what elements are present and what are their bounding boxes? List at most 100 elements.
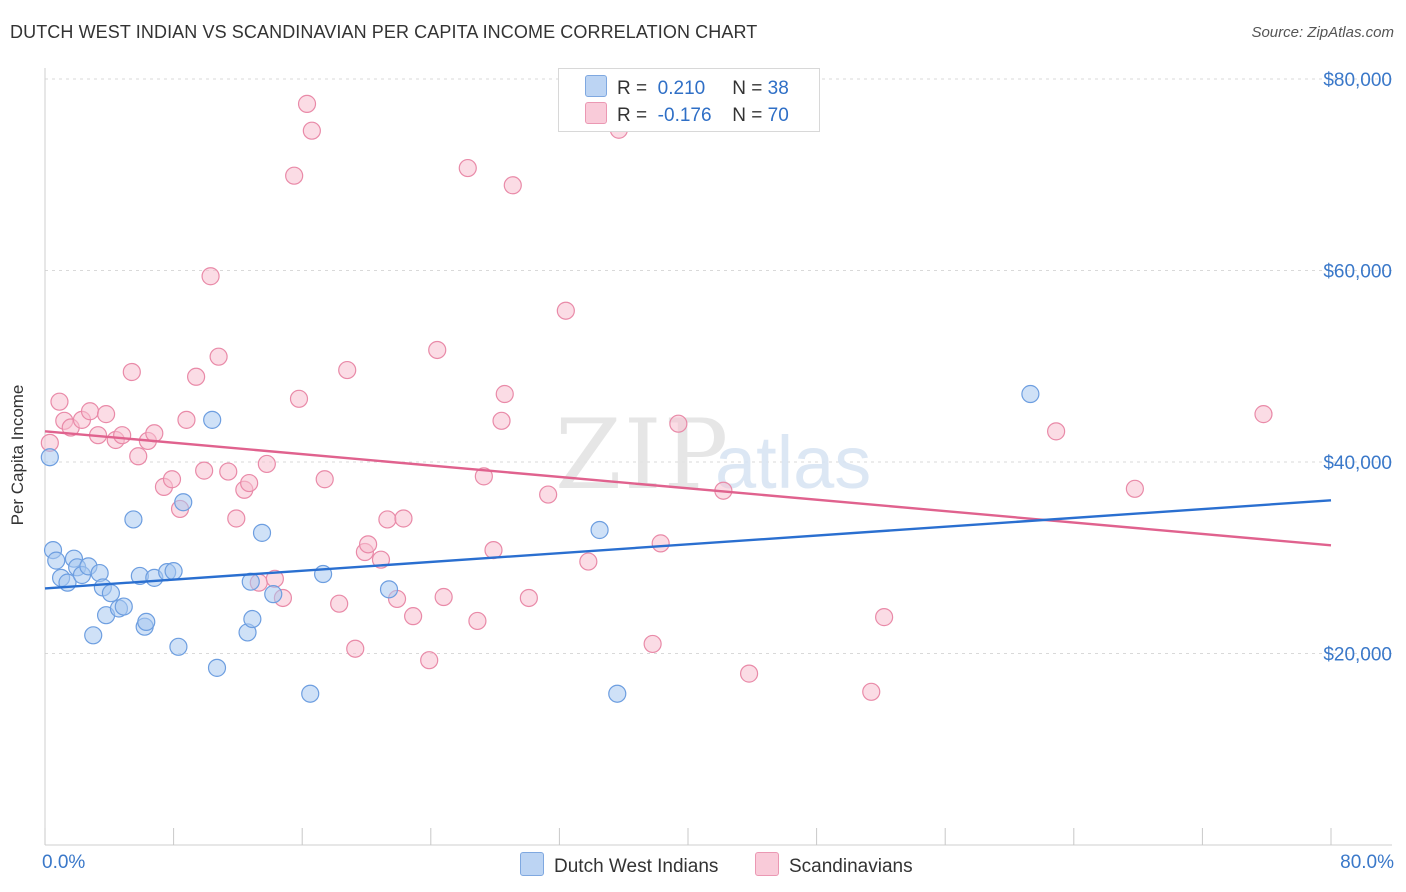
dutch-west-indians-point	[203, 410, 222, 429]
scandinavians-point	[539, 485, 558, 504]
scandinavians-point	[556, 301, 575, 320]
scandinavians-point	[1047, 422, 1066, 441]
dutch-west-indians-point	[164, 562, 183, 581]
scandinavians-point	[122, 362, 141, 382]
legend-r-value: -0.176	[657, 105, 712, 126]
dutch-west-indians-point	[84, 626, 103, 645]
legend-swatch-pink	[585, 102, 607, 124]
dutch-west-indians-point	[169, 637, 188, 656]
chart-title: DUTCH WEST INDIAN VS SCANDINAVIAN PER CA…	[10, 22, 758, 42]
dutch-west-indians-point	[590, 520, 609, 540]
legend-n-label: N =	[732, 105, 763, 126]
correlation-legend: R = 0.210 N = 38 R = -0.176 N = 70	[558, 68, 820, 132]
scandinavians-point	[495, 384, 514, 404]
bottom-legend-label: Dutch West Indians	[554, 856, 719, 877]
scandinavians-point	[359, 535, 378, 554]
watermark-zip: ZIP	[555, 399, 730, 511]
scandinavians-point	[297, 94, 317, 113]
dutch-west-indians-point	[114, 597, 133, 616]
scandinavians-point	[129, 447, 148, 466]
y-tick-label: $60,000	[1323, 262, 1392, 283]
scandinavians-point	[240, 473, 259, 493]
x-tick-label-min: 0.0%	[42, 852, 86, 873]
scandinavians-point	[346, 639, 365, 658]
scandinavians-point	[519, 588, 538, 608]
watermark: ZIP atlas	[555, 399, 871, 511]
scandinavians-point	[579, 552, 598, 571]
dutch-west-indians-point	[379, 580, 399, 599]
scandinavians-point	[420, 651, 439, 670]
dutch-west-indians-point	[101, 584, 121, 603]
y-tick-label: $20,000	[1323, 645, 1392, 666]
x-tick-label-max: 80.0%	[1340, 852, 1394, 873]
scandinavians-point	[458, 158, 477, 178]
chart-source: Source: ZipAtlas.com	[1251, 24, 1394, 41]
legend-n-value: 38	[767, 78, 789, 99]
legend-r-label: R =	[617, 78, 648, 99]
legend-row-dutch-west-indians: R = 0.210 N = 38	[585, 75, 789, 99]
bottom-legend-item-scandinavians: Scandinavians	[755, 852, 913, 877]
dutch-west-indians-point	[174, 493, 193, 512]
scandinavians-point	[862, 682, 881, 701]
scandinavians-point	[201, 267, 220, 286]
bottom-legend-swatch-pink	[755, 852, 779, 876]
scandinavians-point	[428, 340, 447, 360]
legend-row-scandinavians: R = -0.176 N = 70	[585, 102, 789, 126]
scandinavians-point	[875, 608, 894, 627]
dutch-west-indians-point	[124, 510, 143, 529]
bottom-legend-swatch-blue	[520, 852, 544, 876]
dutch-west-indians-point	[264, 585, 283, 604]
scandinavians-point	[378, 510, 397, 529]
dutch-west-indians-point	[243, 609, 262, 629]
dutch-west-indians-point	[47, 551, 66, 570]
scandinavians-point	[257, 454, 276, 474]
legend-r-value: 0.210	[657, 78, 706, 99]
scandinavians-point	[651, 534, 670, 553]
scandinavians-point	[330, 594, 349, 613]
scandinavians-point	[492, 411, 511, 430]
scandinavians-point	[289, 389, 309, 408]
scandinavians-point	[669, 414, 688, 433]
y-tick-label: $80,000	[1323, 70, 1392, 91]
scandinavians-point	[739, 664, 759, 683]
dutch-west-indians-point	[301, 684, 320, 703]
scandinavians-point	[209, 347, 228, 366]
scandinavians-point	[96, 405, 116, 424]
scandinavians-point	[404, 607, 423, 626]
legend-n-value: 70	[767, 105, 789, 126]
dutch-west-indians-point	[252, 523, 272, 542]
scandinavians-point	[484, 540, 503, 560]
scandinavians-point	[285, 166, 304, 185]
scandinavians-point	[302, 121, 321, 140]
scandinavians-point	[503, 176, 522, 195]
scandinavians-point	[50, 392, 69, 411]
scandinavians-point	[1125, 479, 1144, 498]
dutch-west-indians-point	[40, 448, 59, 467]
dutch-west-indians-point	[608, 684, 627, 703]
scandinavians-point	[177, 410, 196, 429]
scandinavians-point	[1254, 405, 1273, 424]
watermark-atlas: atlas	[715, 421, 871, 504]
legend-r-label: R =	[617, 105, 648, 126]
scandinavians-point	[315, 470, 334, 489]
scandinavians-point	[338, 360, 357, 380]
scandinavians-point	[187, 367, 206, 386]
grid-lines	[45, 78, 1392, 654]
scandinavians-point	[434, 587, 453, 607]
dutch-west-indians-point	[137, 612, 156, 632]
bottom-legend-label: Scandinavians	[789, 856, 913, 877]
scandinavians-point	[80, 402, 100, 421]
scandinavians-point	[468, 611, 487, 631]
legend-n-label: N =	[732, 78, 763, 99]
scandinavians-point	[474, 467, 493, 486]
scandinavians-point	[643, 634, 662, 654]
legend-swatch-blue	[585, 75, 607, 97]
scandinavians-point	[162, 470, 182, 489]
scandinavians-point	[195, 461, 214, 480]
dutch-west-indians-point	[1021, 384, 1040, 404]
y-tick-labels: $20,000 $40,000 $60,000 $80,000	[1323, 70, 1392, 666]
scandinavians-point	[145, 424, 164, 443]
scandinavians-point	[113, 426, 132, 445]
dutch-west-indians-points	[40, 384, 1040, 703]
